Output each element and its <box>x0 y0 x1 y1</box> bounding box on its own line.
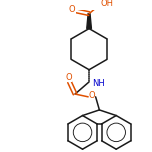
Text: NH: NH <box>92 79 105 88</box>
Text: O: O <box>89 91 95 100</box>
Text: O: O <box>69 5 76 14</box>
Text: OH: OH <box>100 0 113 8</box>
Polygon shape <box>87 14 91 29</box>
Text: O: O <box>65 73 72 82</box>
